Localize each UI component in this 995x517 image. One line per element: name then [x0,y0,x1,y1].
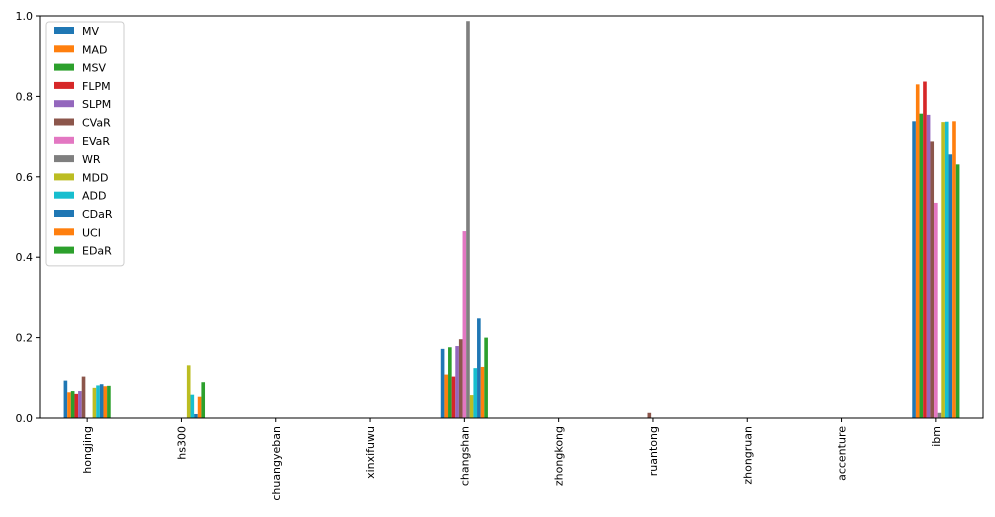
x-tick-label: hs300 [175,426,188,460]
bar-wr-ibm [937,412,942,418]
bar-flpm-changshan [451,376,456,418]
y-tick-label: 0.2 [16,332,34,345]
bar-cdar-hs300 [194,413,198,418]
legend-swatch [54,155,74,163]
legend-label: UCI [82,226,101,239]
bar-mad-hongjing [67,392,71,418]
bar-cvar-changshan [458,339,463,418]
bar-mdd-hongjing [92,387,97,418]
bar-wr-changshan [466,21,470,418]
bar-edar-hs300 [201,382,206,418]
bar-evar-ibm [934,202,938,418]
bar-add-changshan [473,368,478,418]
bar-edar-ibm [955,164,960,418]
bar-uci-ibm [952,121,956,418]
bar-cdar-changshan [477,318,481,418]
legend-label: FLPM [82,80,111,93]
bar-flpm-hongjing [74,393,79,418]
legend-swatch [54,27,74,34]
bar-mv-ibm [912,121,916,418]
y-tick-label: 1.0 [16,10,34,23]
legend-swatch [54,63,74,71]
y-tick-label: 0.0 [16,412,34,425]
bar-cvar-ibm [930,141,935,418]
legend-label: EDaR [82,245,112,258]
bar-cvar-hongjing [81,376,86,418]
legend-label: MAD [82,43,108,56]
x-tick-label: changshan [458,426,471,486]
x-tick-label: ruantong [647,426,660,476]
x-tick-label: zhongruan [741,426,754,485]
y-tick-label: 0.4 [16,251,34,264]
legend-label: MSV [82,62,106,75]
y-axis: 0.0 0.2 0.4 0.6 0.8 1.0 [16,10,40,425]
x-tick-label: zhongkong [553,426,566,486]
bar-msv-changshan [448,347,452,418]
bar-mad-ibm [915,84,920,418]
bar-evar-changshan [462,231,467,418]
bar-edar-hongjing [107,385,111,418]
bar-slpm-ibm [926,114,931,418]
bar-msv-ibm [919,113,924,418]
legend-swatch [54,81,74,89]
x-tick-label: xinxifuwu [364,426,377,479]
bar-cdar-hongjing [99,384,104,418]
y-tick-label: 0.8 [16,90,34,103]
x-tick-label: hongjing [81,426,94,474]
bar-group [63,21,960,419]
bar-cdar-ibm [948,154,953,418]
y-tick-label: 0.6 [16,171,34,184]
legend-swatch [54,246,74,254]
axes-frame [39,15,984,419]
legend-label: MV [82,25,99,38]
bar-flpm-ibm [923,81,927,418]
legend-swatch [54,100,74,108]
bar-slpm-hongjing [78,391,82,418]
legend-label: CDaR [82,208,113,221]
x-tick-label: chuangyeban [270,426,283,501]
bar-mv-changshan [440,348,445,418]
x-tick-label: ibm [930,426,943,447]
bar-add-ibm [944,121,949,418]
bar-edar-changshan [484,337,488,418]
legend-label: WR [82,153,101,166]
bar-uci-changshan [480,366,485,418]
legend-label: ADD [82,190,106,203]
legend-swatch [54,228,74,236]
legend-label: CVaR [82,117,111,130]
bar-add-hs300 [190,394,195,418]
legend-label: SLPM [82,98,111,111]
legend-label: EVaR [82,135,110,148]
legend-swatch [54,210,74,217]
bar-mdd-changshan [469,395,474,418]
bar-uci-hs300 [197,396,202,418]
bar-mv-hongjing [63,380,68,418]
legend-label: MDD [82,171,108,184]
bar-mdd-ibm [941,122,945,419]
legend-swatch [54,173,74,181]
bar-mad-changshan [444,374,449,418]
x-axis: hongjing hs300 chuangyeban xinxifuwu changsh… [81,418,943,501]
bar-slpm-changshan [455,346,459,418]
bar-add-hongjing [96,385,100,418]
bar-mdd-hs300 [186,365,191,418]
legend-swatch [54,136,74,144]
legend-swatch [54,118,74,126]
bar-uci-hongjing [103,386,108,418]
bar-msv-hongjing [70,391,75,418]
legend-swatch [54,191,74,199]
x-tick-label: accenture [836,426,849,481]
bar-cvar-ruantong [647,412,652,418]
legend-swatch [54,45,74,53]
legend: MV MAD MSV FLPM SLPM CVaR EVaR WR MDD ADD CDaR UCI E… [45,21,125,267]
